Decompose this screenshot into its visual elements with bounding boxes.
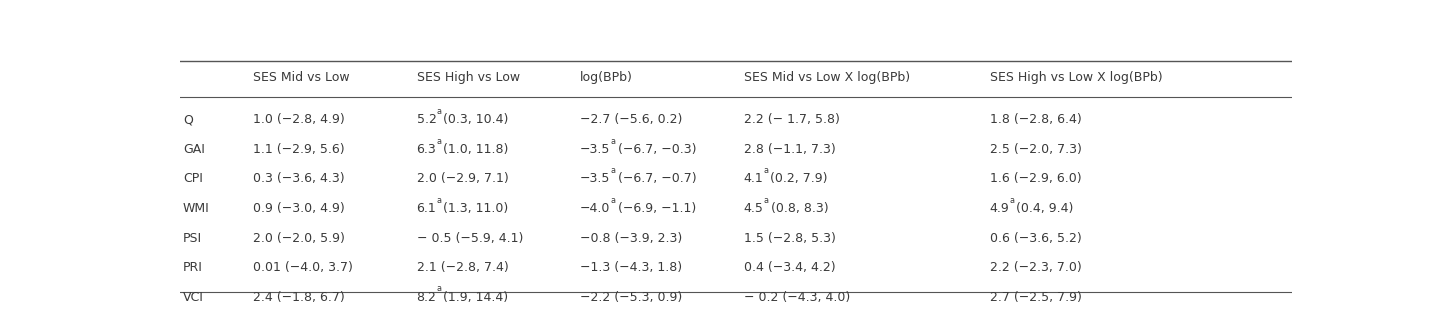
Text: SES Mid vs Low X log(BPb): SES Mid vs Low X log(BPb) xyxy=(744,71,910,84)
Text: 2.7 (−2.5, 7.9): 2.7 (−2.5, 7.9) xyxy=(989,291,1081,304)
Text: (−6.9, −1.1): (−6.9, −1.1) xyxy=(613,202,696,215)
Text: a: a xyxy=(764,196,768,205)
Text: 4.1: 4.1 xyxy=(744,172,764,185)
Text: 2.1 (−2.8, 7.4): 2.1 (−2.8, 7.4) xyxy=(416,261,508,274)
Text: 2.4 (−1.8, 6.7): 2.4 (−1.8, 6.7) xyxy=(253,291,345,304)
Text: 1.1 (−2.9, 5.6): 1.1 (−2.9, 5.6) xyxy=(253,143,345,156)
Text: 2.2 (−2.3, 7.0): 2.2 (−2.3, 7.0) xyxy=(989,261,1081,274)
Text: (0.8, 8.3): (0.8, 8.3) xyxy=(767,202,829,215)
Text: (0.4, 9.4): (0.4, 9.4) xyxy=(1012,202,1074,215)
Text: 0.6 (−3.6, 5.2): 0.6 (−3.6, 5.2) xyxy=(989,231,1081,244)
Text: (1.3, 11.0): (1.3, 11.0) xyxy=(439,202,508,215)
Text: SES Mid vs Low: SES Mid vs Low xyxy=(253,71,349,84)
Text: −1.3 (−4.3, 1.8): −1.3 (−4.3, 1.8) xyxy=(580,261,682,274)
Text: 0.9 (−3.0, 4.9): 0.9 (−3.0, 4.9) xyxy=(253,202,345,215)
Text: a: a xyxy=(437,107,441,116)
Text: SES High vs Low X log(BPb): SES High vs Low X log(BPb) xyxy=(989,71,1162,84)
Text: 1.5 (−2.8, 5.3): 1.5 (−2.8, 5.3) xyxy=(744,231,836,244)
Text: a: a xyxy=(437,196,441,205)
Text: 6.1: 6.1 xyxy=(416,202,437,215)
Text: 2.2 (− 1.7, 5.8): 2.2 (− 1.7, 5.8) xyxy=(744,113,840,126)
Text: 8.2: 8.2 xyxy=(416,291,437,304)
Text: a: a xyxy=(764,196,768,205)
Text: a: a xyxy=(1010,196,1014,205)
Text: 2.8 (−1.1, 7.3): 2.8 (−1.1, 7.3) xyxy=(744,143,836,156)
Text: 1.6 (−2.9, 6.0): 1.6 (−2.9, 6.0) xyxy=(989,172,1081,185)
Text: − 0.2 (−4.3, 4.0): − 0.2 (−4.3, 4.0) xyxy=(744,291,850,304)
Text: − 0.5 (−5.9, 4.1): − 0.5 (−5.9, 4.1) xyxy=(416,231,523,244)
Text: 0.01 (−4.0, 3.7): 0.01 (−4.0, 3.7) xyxy=(253,261,353,274)
Text: 1.0 (−2.8, 4.9): 1.0 (−2.8, 4.9) xyxy=(253,113,345,126)
Text: Q: Q xyxy=(182,113,192,126)
Text: 4.5: 4.5 xyxy=(744,202,764,215)
Text: a: a xyxy=(610,166,616,175)
Text: −2.7 (−5.6, 0.2): −2.7 (−5.6, 0.2) xyxy=(580,113,682,126)
Text: GAI: GAI xyxy=(182,143,205,156)
Text: a: a xyxy=(764,166,768,175)
Text: PRI: PRI xyxy=(182,261,202,274)
Text: a: a xyxy=(610,137,616,146)
Text: 2.5 (−2.0, 7.3): 2.5 (−2.0, 7.3) xyxy=(989,143,1081,156)
Text: a: a xyxy=(437,196,441,205)
Text: (0.2, 7.9): (0.2, 7.9) xyxy=(767,172,829,185)
Text: 0.3 (−3.6, 4.3): 0.3 (−3.6, 4.3) xyxy=(253,172,345,185)
Text: log(BPb): log(BPb) xyxy=(580,71,633,84)
Text: 1.8 (−2.8, 6.4): 1.8 (−2.8, 6.4) xyxy=(989,113,1081,126)
Text: WMI: WMI xyxy=(182,202,210,215)
Text: −2.2 (−5.3, 0.9): −2.2 (−5.3, 0.9) xyxy=(580,291,682,304)
Text: a: a xyxy=(437,285,441,294)
Text: VCI: VCI xyxy=(182,291,204,304)
Text: −3.5: −3.5 xyxy=(580,143,610,156)
Text: a: a xyxy=(610,137,616,146)
Text: (−6.7, −0.7): (−6.7, −0.7) xyxy=(613,172,696,185)
Text: a: a xyxy=(437,137,441,146)
Text: a: a xyxy=(610,196,616,205)
Text: −4.0: −4.0 xyxy=(580,202,610,215)
Text: a: a xyxy=(437,107,441,116)
Text: 2.0 (−2.0, 5.9): 2.0 (−2.0, 5.9) xyxy=(253,231,345,244)
Text: 2.0 (−2.9, 7.1): 2.0 (−2.9, 7.1) xyxy=(416,172,508,185)
Text: CPI: CPI xyxy=(182,172,202,185)
Text: 0.4 (−3.4, 4.2): 0.4 (−3.4, 4.2) xyxy=(744,261,836,274)
Text: (1.0, 11.8): (1.0, 11.8) xyxy=(439,143,508,156)
Text: a: a xyxy=(610,166,616,175)
Text: (−6.7, −0.3): (−6.7, −0.3) xyxy=(613,143,696,156)
Text: a: a xyxy=(437,285,441,294)
Text: (1.9, 14.4): (1.9, 14.4) xyxy=(439,291,508,304)
Text: 4.9: 4.9 xyxy=(989,202,1010,215)
Text: SES High vs Low: SES High vs Low xyxy=(416,71,520,84)
Text: −3.5: −3.5 xyxy=(580,172,610,185)
Text: a: a xyxy=(437,137,441,146)
Text: 6.3: 6.3 xyxy=(416,143,437,156)
Text: a: a xyxy=(764,166,768,175)
Text: a: a xyxy=(610,196,616,205)
Text: −0.8 (−3.9, 2.3): −0.8 (−3.9, 2.3) xyxy=(580,231,682,244)
Text: 5.2: 5.2 xyxy=(416,113,437,126)
Text: a: a xyxy=(1010,196,1014,205)
Text: (0.3, 10.4): (0.3, 10.4) xyxy=(439,113,508,126)
Text: PSI: PSI xyxy=(182,231,202,244)
